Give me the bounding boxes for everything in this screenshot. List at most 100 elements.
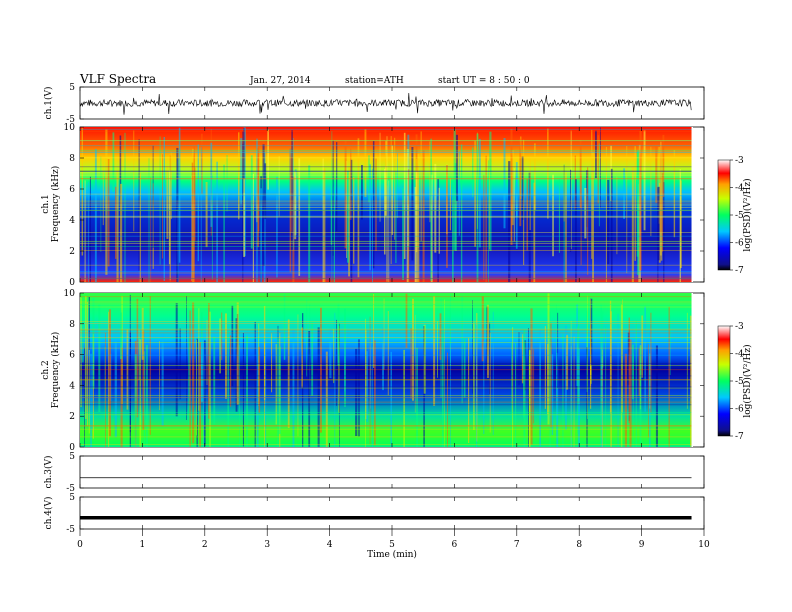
ch2-spectrogram-band-0 xyxy=(80,425,692,427)
ch1-spectrogram-streak-152 xyxy=(397,153,398,218)
ch1-spectrogram-streak-62 xyxy=(584,188,587,239)
ch2-spectrogram-streak-171 xyxy=(533,349,535,424)
ch1-spectrogram-streak-121 xyxy=(485,155,487,282)
ch1-spectrogram-band-22 xyxy=(80,174,692,176)
cb2-ticks-tick-label-2: -5 xyxy=(735,377,744,387)
ch2-spectrogram-streak-130 xyxy=(136,298,139,418)
ch2-spectrogram-streak-113 xyxy=(632,353,634,447)
cb1-ticks-tick-label-3: -6 xyxy=(735,239,744,249)
ch2-spectrogram-streak-19 xyxy=(175,303,178,417)
ch1-spectrogram-streak-151 xyxy=(575,179,577,282)
ch1-spectrogram-streak-145 xyxy=(242,131,244,266)
ch1-spectrogram-streak-102 xyxy=(391,145,394,235)
ch2-spectrogram-streak-83 xyxy=(254,321,256,447)
ch2-spectrogram-streak-90 xyxy=(200,337,204,403)
ch2-spectrogram-band-18 xyxy=(80,328,692,330)
ch2-spectrogram-streak-28 xyxy=(686,312,688,409)
ch1-spectrogram-band-25 xyxy=(80,235,692,237)
ch2-spectrogram-streak-168 xyxy=(556,352,559,447)
ch2-spectrogram-streak-29 xyxy=(317,327,320,447)
ch1-spectrogram-streak-208 xyxy=(294,171,297,240)
x-tick-label-1: 1 xyxy=(140,540,146,550)
ch2-spectrogram-streak-80 xyxy=(372,346,373,447)
ch1-spectrogram-streak-205 xyxy=(257,147,259,248)
ch2-spectrogram-streak-60 xyxy=(138,329,140,380)
y-tick-label-2-1: 2 xyxy=(69,412,75,422)
ch1-spectrogram-streak-77 xyxy=(565,172,567,282)
ch2-spectrogram-streak-104 xyxy=(208,303,210,419)
ch2-spectrogram-streak-201 xyxy=(292,329,295,447)
ch2-spectrogram-band-26 xyxy=(80,397,692,399)
ch3-waveform-frame xyxy=(79,455,705,489)
ch1-spectrogram-streak-35 xyxy=(346,160,348,258)
ch1-spectrogram-streak-144 xyxy=(298,158,301,276)
ch2-spectrogram-streak-188 xyxy=(449,294,451,366)
ch1-spectrogram-streak-7 xyxy=(607,180,610,265)
ch1-spectrogram-streak-22 xyxy=(276,176,278,278)
ch1-spectrogram-streak-110 xyxy=(384,166,386,217)
ch2-spectrogram-streak-141 xyxy=(88,333,90,434)
ch2-colorbar-scale xyxy=(717,325,731,437)
ch1-spectrogram-streak-133 xyxy=(375,158,377,251)
ch1-spectrogram-streak-19 xyxy=(100,156,102,252)
ch2-spectrogram-streak-213 xyxy=(265,338,267,447)
ch2-spectrogram-band-13 xyxy=(80,321,692,322)
ch1-spectrogram-streak-70 xyxy=(650,146,652,237)
ch1-spectrogram-band-31 xyxy=(80,250,692,251)
ch1-frequency-ylabel: Frequency (kHz) xyxy=(50,166,61,243)
ch1-spectrogram-streak-113 xyxy=(415,171,418,282)
ch2-spectrogram-streak-102 xyxy=(213,336,216,425)
ch2-spectrogram-streak-215 xyxy=(412,298,414,401)
ch2-spectrogram-band-34 xyxy=(80,379,692,381)
ch1-spectrogram-streak-177 xyxy=(308,165,311,282)
ch2-spectrogram-streak-184 xyxy=(82,304,84,363)
ch2-spectrogram-streak-194 xyxy=(366,351,368,422)
ch2-spectrogram-streak-146 xyxy=(263,305,266,400)
ch1-spectrogram-streak-187 xyxy=(210,142,213,227)
ch1-spectrogram-streak-91 xyxy=(662,173,664,252)
ch1-spectrogram-streak-204 xyxy=(605,146,607,282)
ch1-spectrogram-streak-1 xyxy=(138,139,140,271)
ch2-spectrogram-streak-61 xyxy=(549,311,551,447)
ch1-spectrogram-streak-155 xyxy=(595,130,597,179)
ch2-spectrogram-streak-30 xyxy=(410,328,412,399)
cb1-ticks-tick-label-1: -4 xyxy=(735,184,744,194)
ch2-spectrogram-streak-163 xyxy=(98,304,101,412)
ch2-spectrogram-streak-37 xyxy=(573,336,575,447)
y-tick-label-0-1: -5 xyxy=(66,115,75,125)
ch2-spectrogram-streak-119 xyxy=(161,333,164,426)
ch1-spectrogram-band-5 xyxy=(80,178,692,179)
ch1-spectrogram-streak-158 xyxy=(94,149,97,282)
cb1-ticks-tick-label-4: -7 xyxy=(735,266,744,276)
ch1-spectrogram-streak-217 xyxy=(600,127,601,209)
y-tick-label-2-2: 4 xyxy=(69,381,75,391)
ch2-spectrogram-streak-206 xyxy=(590,298,593,366)
ch1-spectrogram-band-34 xyxy=(80,151,692,153)
ch1-spectrogram-streak-81 xyxy=(563,164,565,282)
ch2-spectrogram-streak-103 xyxy=(374,340,376,446)
x-tick-label-10: 10 xyxy=(698,540,710,550)
ch2-spectrogram-streak-204 xyxy=(287,319,290,429)
ch1-spectrogram-streak-154 xyxy=(178,127,181,263)
ch1-spectrogram-streak-30 xyxy=(226,155,228,212)
ch1-spectrogram-band-23 xyxy=(80,209,692,211)
ch2-spectrogram-streak-4 xyxy=(518,332,520,385)
ch2-spectrogram-band-30 xyxy=(80,304,692,305)
ch2-spectrogram-streak-195 xyxy=(297,314,299,437)
ch2-spectrogram-streak-203 xyxy=(511,342,512,447)
ch1-spectrogram-streak-111 xyxy=(660,177,663,261)
ch2-spectrogram-streak-58 xyxy=(311,322,314,396)
ch2-spectrogram-streak-157 xyxy=(90,353,92,447)
ch2-spectrogram-streak-175 xyxy=(301,327,303,388)
ch2-spectrogram-streak-144 xyxy=(690,315,692,447)
ch2-spectrogram-streak-53 xyxy=(142,330,145,430)
ch1-spectrogram-streak-79 xyxy=(81,127,83,256)
ch2-spectrogram-streak-92 xyxy=(403,349,405,447)
ch2-spectrogram-streak-202 xyxy=(369,316,371,445)
ch2-spectrogram-streak-79 xyxy=(624,353,627,447)
ch1-spectrogram-band-1 xyxy=(80,172,692,174)
ch1-spectrogram-streak-88 xyxy=(570,169,572,252)
ch2-spectrogram-streak-205 xyxy=(336,319,337,406)
ch1-spectrogram-streak-27 xyxy=(643,130,646,231)
